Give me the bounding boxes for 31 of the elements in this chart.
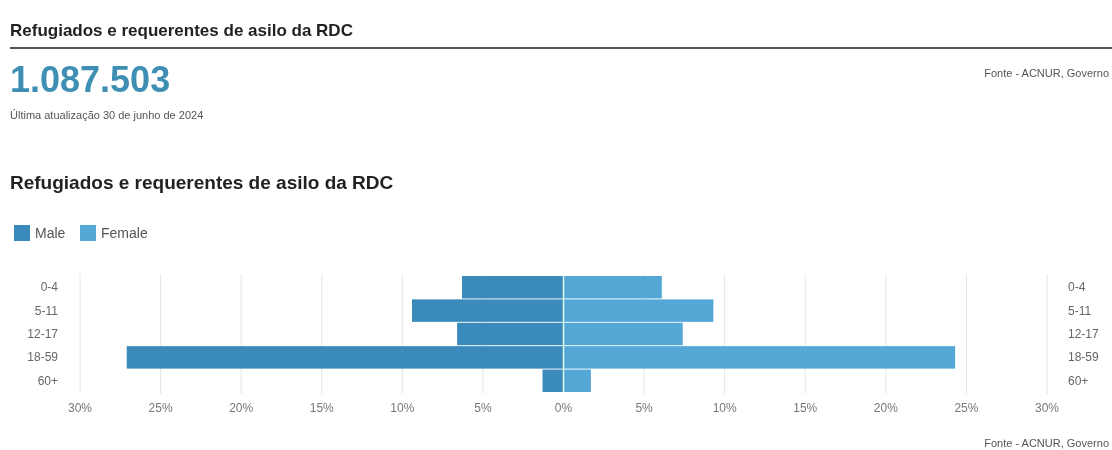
x-tick-label: 10% (390, 401, 415, 415)
x-tick-label: 5% (474, 401, 492, 415)
x-tick-label: 15% (309, 401, 335, 415)
x-tick-label: 25% (148, 401, 173, 415)
legend-label: Male (35, 225, 66, 241)
category-label: 12-17 (27, 327, 58, 341)
x-tick-label: 20% (873, 401, 899, 415)
text: 1.087.503 (10, 59, 171, 100)
x-tick-label: 25% (954, 401, 979, 415)
legend-label: Female (101, 225, 148, 241)
y-tick-label: 60+ (1068, 373, 1089, 388)
source-note: Fonte - ACNUR, Governo (984, 67, 1109, 79)
x-tick-label: 10% (712, 401, 737, 415)
y-tick-label: 0-4 (1068, 280, 1086, 295)
x-tick-label: 15% (793, 401, 818, 415)
chart-title: Refugiados e requerentes de asilo da RDC (10, 172, 394, 193)
text: Refugiados e requerentes de asilo da RDC (10, 21, 353, 40)
category-label: 18-59 (27, 350, 58, 365)
y-tick-label: 18-59 (1068, 350, 1100, 365)
category-label: 0-4 (40, 280, 58, 295)
text: Última atualização 30 de junho de 2024 (10, 109, 204, 121)
y-tick-label: 5-11 (1068, 303, 1092, 318)
x-tick-label: 0% (554, 401, 573, 415)
x-tick-label: 5% (635, 401, 654, 415)
x-tick-label: 20% (229, 401, 254, 415)
source-note: Fonte - ACNUR, Governo (984, 437, 1109, 449)
y-tick-label: 12-17 (1068, 327, 1100, 341)
category-label: 5-11 (34, 303, 58, 318)
x-tick-label: 30% (1034, 401, 1060, 415)
category-label: 60+ (37, 373, 58, 388)
x-tick-label: 30% (67, 401, 93, 415)
